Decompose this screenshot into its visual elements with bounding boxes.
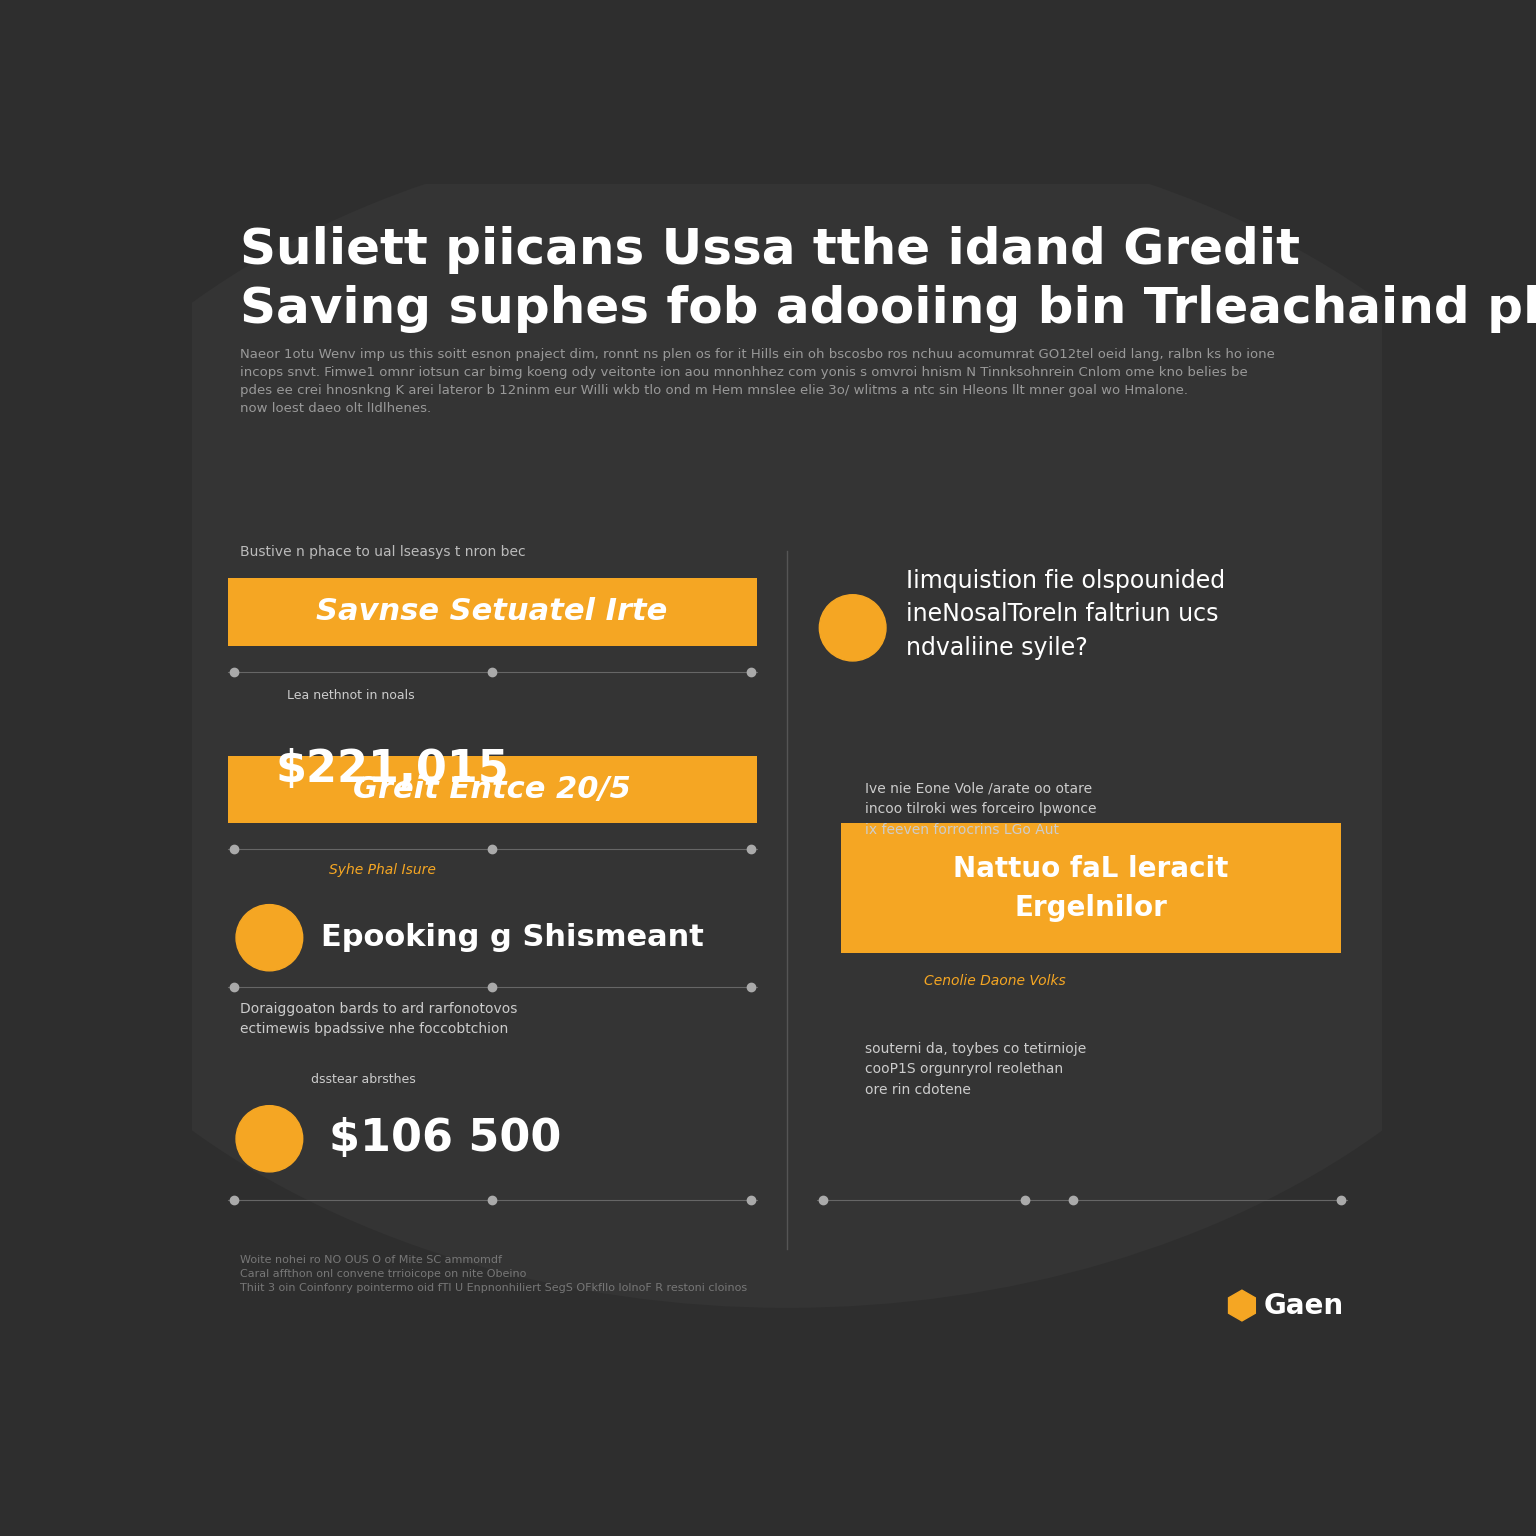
Text: dsstear abrsthes: dsstear abrsthes: [310, 1072, 416, 1086]
Text: Lea nethnot in noals: Lea nethnot in noals: [287, 690, 415, 702]
FancyBboxPatch shape: [227, 756, 757, 823]
Text: Greit Entce 20/5: Greit Entce 20/5: [353, 774, 631, 803]
Text: Bustive n phace to ual lseasys t nron bec: Bustive n phace to ual lseasys t nron be…: [240, 545, 525, 559]
Circle shape: [237, 1106, 303, 1172]
Ellipse shape: [0, 124, 1536, 1307]
Polygon shape: [1229, 1290, 1255, 1321]
Text: Syhe Phal Isure: Syhe Phal Isure: [329, 863, 436, 877]
Circle shape: [819, 594, 886, 660]
Text: Saving suphes fob adooiing bin Trleachaind plans?: Saving suphes fob adooiing bin Trleachai…: [240, 284, 1536, 333]
Text: Savnse Setuatel Irte: Savnse Setuatel Irte: [316, 598, 668, 627]
Text: Epooking g Shismeant: Epooking g Shismeant: [321, 923, 703, 952]
Text: Nattuo faL leracit
Ergelnilor: Nattuo faL leracit Ergelnilor: [952, 854, 1229, 922]
Circle shape: [237, 905, 303, 971]
Text: Woite nohei ro NO OUS O of Mite SC ammomdf
Caral affthon onl convene trrioicope : Woite nohei ro NO OUS O of Mite SC ammom…: [240, 1255, 746, 1293]
Text: Gaen: Gaen: [1263, 1292, 1344, 1319]
Text: $106 500: $106 500: [329, 1117, 561, 1160]
Text: Ive nie Eone Vole /arate oo otare
incoo tilroki wes forceiro lpwonce
ix feeven f: Ive nie Eone Vole /arate oo otare incoo …: [865, 782, 1097, 837]
FancyBboxPatch shape: [840, 823, 1341, 952]
Text: Doraiggoaton bards to ard rarfonotovos
ectimewis bpadssive nhe foccobtchion: Doraiggoaton bards to ard rarfonotovos e…: [240, 1001, 518, 1037]
FancyBboxPatch shape: [227, 578, 757, 645]
Text: Cenolie Daone Volks: Cenolie Daone Volks: [925, 974, 1066, 988]
Text: Iimquistion fie olspounided
ineNosalToreln faltriun ucs
ndvaliine syile?: Iimquistion fie olspounided ineNosalTore…: [906, 568, 1226, 659]
Text: Naeor 1otu Wenv imp us this soitt esnon pnaject dim, ronnt ns plen os for it Hil: Naeor 1otu Wenv imp us this soitt esnon …: [240, 347, 1275, 415]
Text: souterni da, toybes co tetirnioje
cooP1S orgunryrol reolethan
ore rin cdotene: souterni da, toybes co tetirnioje cooP1S…: [865, 1041, 1086, 1097]
Text: $221,015: $221,015: [275, 748, 508, 791]
Text: Suliett piicans Ussa tthe idand Gredit: Suliett piicans Ussa tthe idand Gredit: [240, 226, 1299, 273]
